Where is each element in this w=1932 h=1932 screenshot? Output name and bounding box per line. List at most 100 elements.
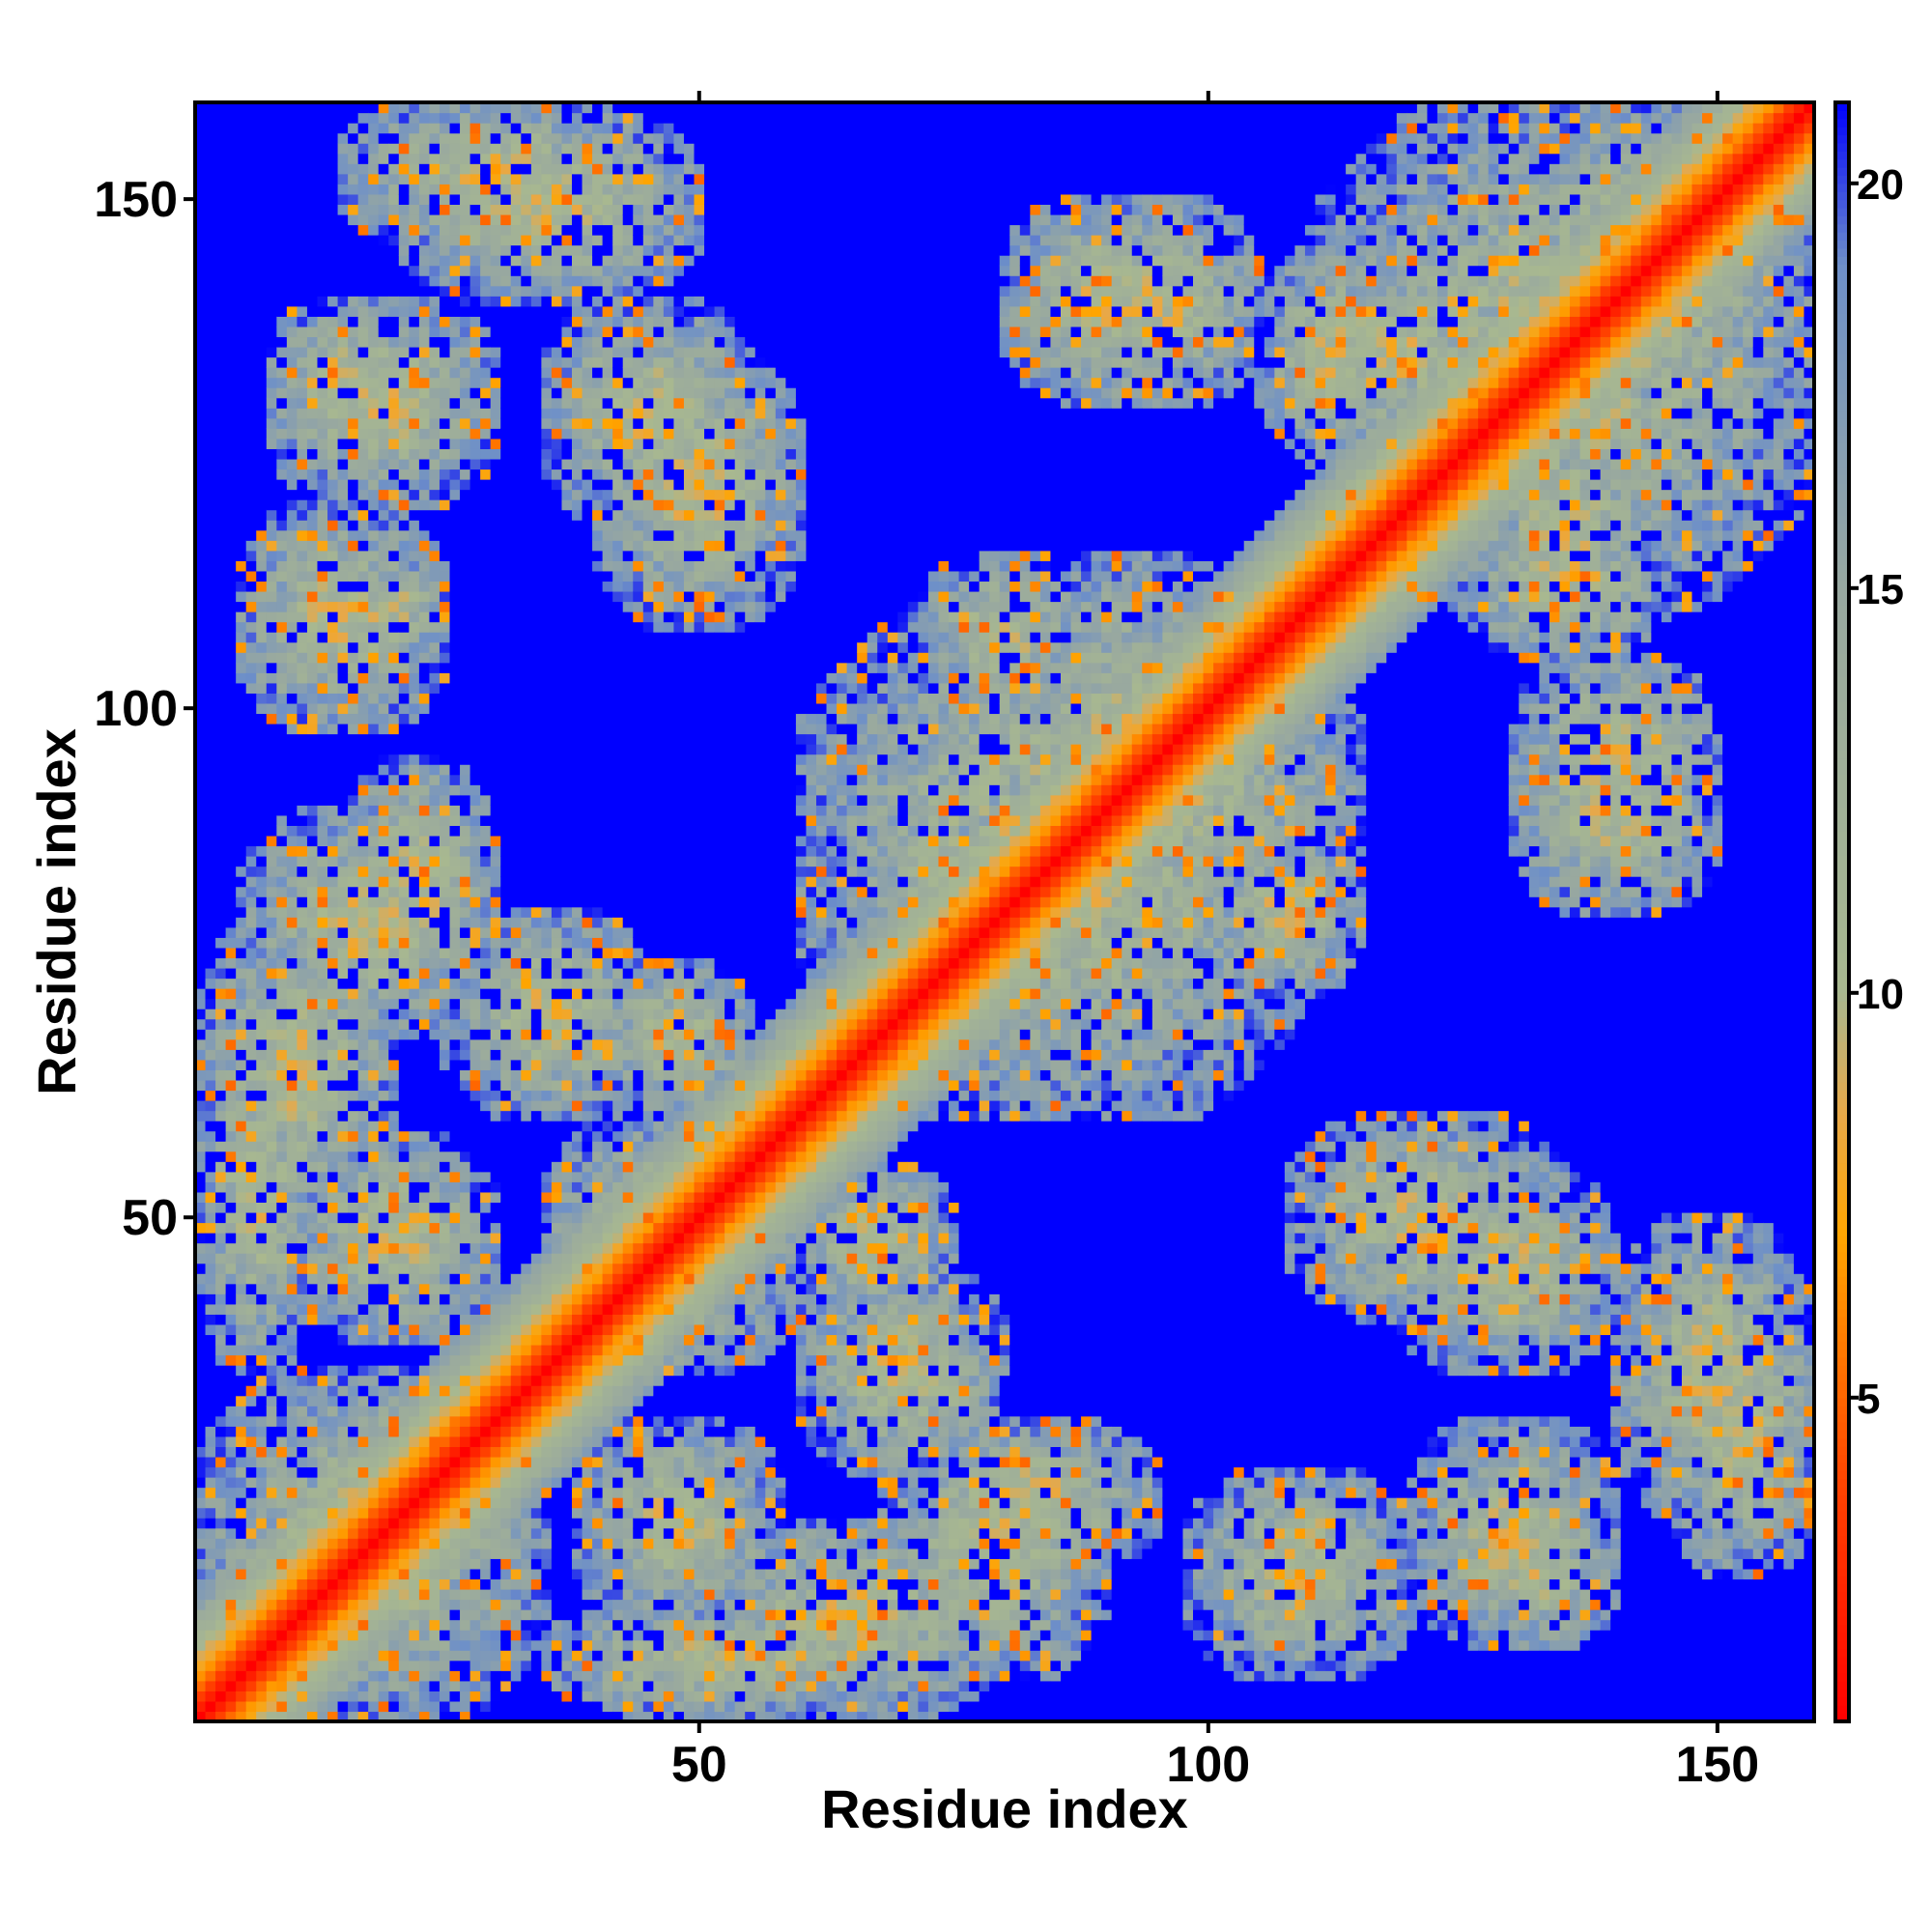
heatmap-cell — [215, 458, 227, 470]
heatmap-cell — [439, 1202, 451, 1213]
heatmap-cell — [297, 926, 308, 938]
heatmap-cell — [297, 1121, 308, 1132]
heatmap-cell — [286, 957, 298, 969]
heatmap-cell — [409, 1222, 420, 1234]
heatmap-cell — [236, 784, 247, 796]
heatmap-cell — [256, 1385, 268, 1397]
heatmap-cell — [460, 601, 471, 612]
heatmap-cell — [225, 825, 237, 837]
heatmap-cell — [378, 1650, 389, 1662]
heatmap-cell — [490, 947, 501, 959]
heatmap-cell — [327, 581, 339, 592]
heatmap-cell — [317, 1323, 328, 1336]
heatmap-cell — [286, 1650, 298, 1662]
heatmap-cell — [266, 1527, 277, 1539]
heatmap-cell — [418, 733, 431, 745]
heatmap-cell — [205, 377, 216, 388]
heatmap-cell — [439, 520, 451, 531]
heatmap-cell — [398, 193, 410, 206]
heatmap-cell — [225, 1283, 237, 1294]
heatmap-cell — [276, 1670, 288, 1682]
heatmap-cell — [317, 1426, 328, 1437]
heatmap-cell — [500, 235, 512, 246]
heatmap-cell — [510, 1711, 522, 1722]
heatmap-cell — [490, 1650, 501, 1662]
heatmap-cell — [429, 652, 440, 664]
heatmap-cell — [368, 448, 380, 460]
heatmap-cell — [469, 1518, 481, 1529]
heatmap-cell — [348, 632, 359, 643]
heatmap-cell — [245, 1435, 257, 1447]
heatmap-cell — [398, 1069, 410, 1081]
heatmap-cell — [195, 1018, 207, 1030]
heatmap-cell — [205, 967, 216, 980]
heatmap-cell — [469, 448, 481, 460]
heatmap-cell — [348, 163, 359, 175]
heatmap-cell — [500, 112, 512, 124]
heatmap-cell — [480, 805, 492, 816]
heatmap-cell — [378, 173, 389, 185]
heatmap-cell — [490, 805, 501, 816]
heatmap-cell — [418, 1069, 431, 1081]
heatmap-cell — [276, 866, 288, 877]
heatmap-cell — [429, 520, 440, 531]
heatmap-cell — [236, 417, 247, 429]
heatmap-cell — [205, 1303, 216, 1315]
heatmap-cell — [256, 1323, 268, 1336]
heatmap-cell — [215, 1395, 227, 1406]
heatmap-cell — [317, 479, 328, 491]
heatmap-cell — [245, 153, 257, 164]
heatmap-cell — [286, 805, 298, 816]
heatmap-cell — [225, 601, 237, 612]
heatmap-cell — [418, 560, 431, 572]
heatmap-cell — [439, 1568, 451, 1580]
heatmap-cell — [469, 794, 481, 806]
heatmap-cell — [357, 1090, 369, 1101]
heatmap-cell — [306, 1619, 319, 1631]
heatmap-cell — [236, 1141, 247, 1152]
heatmap-cell — [490, 733, 501, 745]
heatmap-cell — [195, 1273, 207, 1285]
heatmap-cell — [286, 1578, 298, 1590]
heatmap-cell — [429, 1650, 440, 1662]
heatmap-cell — [297, 305, 308, 317]
heatmap-cell — [409, 1314, 420, 1325]
heatmap-cell — [480, 1293, 492, 1305]
heatmap-cell — [368, 204, 380, 215]
heatmap-cell — [236, 408, 247, 419]
heatmap-cell — [245, 1038, 257, 1050]
heatmap-cell — [357, 693, 369, 704]
heatmap-cell — [348, 784, 359, 796]
heatmap-cell — [276, 479, 288, 491]
heatmap-cell — [418, 1477, 431, 1489]
heatmap-cell — [409, 1609, 420, 1621]
heatmap-cell — [306, 662, 319, 673]
heatmap-cell — [378, 998, 389, 1009]
heatmap-cell — [357, 143, 369, 155]
heatmap-cell — [480, 184, 492, 195]
heatmap-cell — [378, 1293, 389, 1305]
heatmap-cell — [418, 305, 431, 317]
heatmap-cell — [388, 499, 400, 511]
heatmap-cell — [327, 998, 339, 1009]
heatmap-cell — [480, 926, 492, 938]
heatmap-cell — [480, 1660, 492, 1671]
heatmap-cell — [439, 529, 451, 541]
heatmap-cell — [469, 173, 481, 185]
heatmap-cell — [480, 529, 492, 541]
heatmap-cell — [449, 326, 461, 338]
heatmap-cell — [418, 1609, 431, 1621]
heatmap-cell — [317, 1069, 328, 1081]
heatmap-cell — [245, 652, 257, 664]
heatmap-cell — [480, 1365, 492, 1377]
heatmap-cell — [449, 377, 461, 388]
heatmap-cell — [418, 1059, 431, 1070]
heatmap-cell — [418, 1518, 431, 1529]
heatmap-cell — [317, 1344, 328, 1356]
heatmap-cell — [510, 1497, 522, 1509]
heatmap-cell — [256, 489, 268, 500]
heatmap-cell — [215, 713, 227, 724]
heatmap-cell — [297, 713, 308, 724]
heatmap-cell — [429, 560, 440, 572]
heatmap-cell — [409, 438, 420, 449]
